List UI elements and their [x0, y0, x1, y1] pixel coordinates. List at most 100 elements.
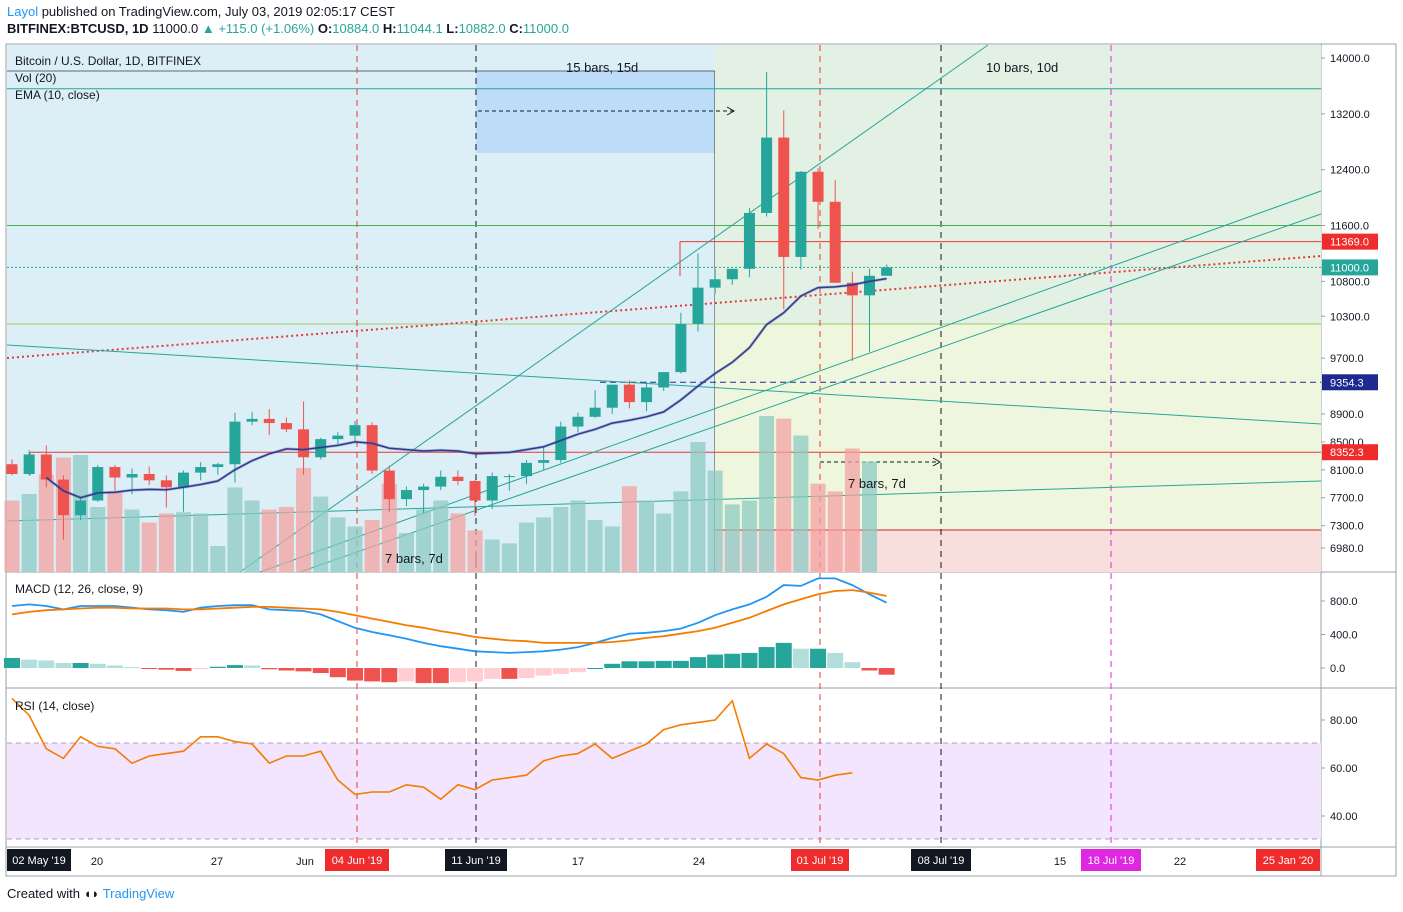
candle-body — [503, 476, 515, 478]
macd-histogram-bar — [518, 668, 535, 679]
macd-histogram-bar — [21, 659, 38, 668]
macd-histogram-bar — [467, 668, 484, 682]
volume-bar — [844, 448, 860, 572]
macd-histogram-bar — [175, 668, 192, 671]
volume-bar — [4, 500, 20, 572]
low-value: 10882.0 — [458, 21, 506, 36]
volume-bar — [519, 522, 534, 572]
volume-bar — [690, 442, 706, 572]
macd-histogram-bar — [192, 668, 209, 670]
tradingview-link[interactable]: TradingView — [102, 886, 175, 901]
candle-body — [812, 171, 824, 202]
author-link[interactable]: Layol — [7, 4, 39, 19]
close-value: 11000.0 — [522, 21, 569, 36]
price-tick-label: 7700.0 — [1330, 493, 1364, 505]
macd-histogram-bar — [827, 652, 844, 668]
volume-bar — [656, 513, 672, 572]
candle-body — [57, 479, 69, 516]
candle-body — [23, 454, 35, 475]
date-range-box — [476, 71, 715, 153]
macd-histogram-bar — [621, 661, 638, 668]
trendline-channel-lower — [299, 213, 1322, 573]
candle-body — [400, 490, 412, 500]
publish-info: published on TradingView.com, July 03, 2… — [41, 4, 395, 19]
chart-frame — [5, 43, 1397, 877]
price-tick-label: 10300.0 — [1330, 311, 1370, 323]
price-tick-label: 14000.0 — [1330, 53, 1370, 65]
arrow-15-bars-head — [726, 106, 736, 116]
macd-histogram-bar — [124, 667, 141, 669]
time-flag-label: 01 Jul '19 — [797, 855, 844, 867]
time-flag-box — [1256, 849, 1320, 871]
time-flag-label: 25 Jan '20 — [1263, 855, 1313, 867]
macd-histogram-bar — [775, 642, 792, 668]
volume-bar — [107, 491, 123, 572]
legend-volume: Vol (20) — [15, 71, 56, 85]
macd-histogram-bar — [295, 668, 312, 672]
candle-body — [572, 416, 584, 427]
volume-bar — [210, 546, 226, 572]
ema-line — [45, 277, 887, 499]
rsi-band — [7, 743, 1321, 839]
volume-bar — [673, 491, 689, 572]
candle-body — [641, 387, 653, 403]
candle-body — [538, 460, 550, 463]
candle-body — [160, 480, 172, 488]
macd-histogram-bar — [810, 648, 827, 668]
price-tick-label: 13200.0 — [1330, 109, 1370, 121]
price-tick-label: 12400.0 — [1330, 165, 1370, 177]
volume-bar — [553, 507, 569, 572]
macd-tick-label: 0.0 — [1330, 663, 1345, 675]
macd-line — [11, 577, 887, 654]
candle-body — [864, 275, 875, 296]
macd-histogram-bar — [381, 668, 398, 683]
volume-bar — [501, 543, 517, 572]
macd-histogram-bar — [244, 665, 261, 668]
time-tick-label: 27 — [211, 856, 223, 868]
created-with-label: Created with — [7, 886, 84, 901]
rsi-tick-label: 40.00 — [1330, 811, 1358, 823]
macd-histogram-bar — [261, 668, 278, 670]
time-flag-box — [911, 849, 971, 871]
candle-body — [469, 480, 481, 501]
volume-bar — [261, 509, 277, 572]
time-tick-label: 22 — [1174, 856, 1186, 868]
candle-body — [589, 407, 601, 417]
price-tick-label: 7300.0 — [1330, 521, 1364, 533]
time-flag-box — [445, 849, 507, 871]
symbol-info: BITFINEX:BTCUSD, 1D — [7, 21, 149, 36]
time-flag-box — [1081, 849, 1141, 871]
candle-body — [298, 429, 310, 458]
time-flag-label: 08 Jul '19 — [918, 855, 965, 867]
volume-bar — [313, 496, 329, 572]
volume-bar — [433, 500, 449, 572]
time-flag-label: 04 Jun '19 — [332, 855, 382, 867]
high-value: 11044.1 — [396, 21, 443, 36]
volume-bar — [810, 483, 826, 572]
macd-histogram-bar — [724, 653, 741, 668]
volume-bar — [587, 520, 603, 572]
volume-bar — [467, 530, 483, 572]
price-tick-label: 8900.0 — [1330, 409, 1364, 421]
rsi-line — [11, 697, 853, 801]
macd-histogram-bar — [844, 662, 861, 668]
volume-bar — [158, 513, 174, 572]
candle-body — [743, 212, 755, 269]
volume-bar — [398, 533, 414, 572]
price-change: ▲ +115.0 (+1.06%) — [201, 21, 315, 36]
time-flag-label: 11 Jun '19 — [451, 855, 501, 867]
candle-body — [761, 137, 773, 213]
macd-histogram-bar — [690, 657, 706, 668]
candle-body — [658, 372, 670, 388]
time-tick-label: Jun — [296, 856, 314, 868]
candle-body — [452, 476, 464, 481]
volume-bar — [776, 418, 792, 572]
volume-bar — [278, 507, 294, 572]
volume-bar — [759, 416, 775, 572]
macd-histogram-bar — [89, 663, 106, 668]
volume-bar — [484, 539, 500, 572]
volume-bar — [604, 526, 620, 572]
volume-bar — [621, 486, 637, 572]
candle-body — [178, 472, 189, 488]
